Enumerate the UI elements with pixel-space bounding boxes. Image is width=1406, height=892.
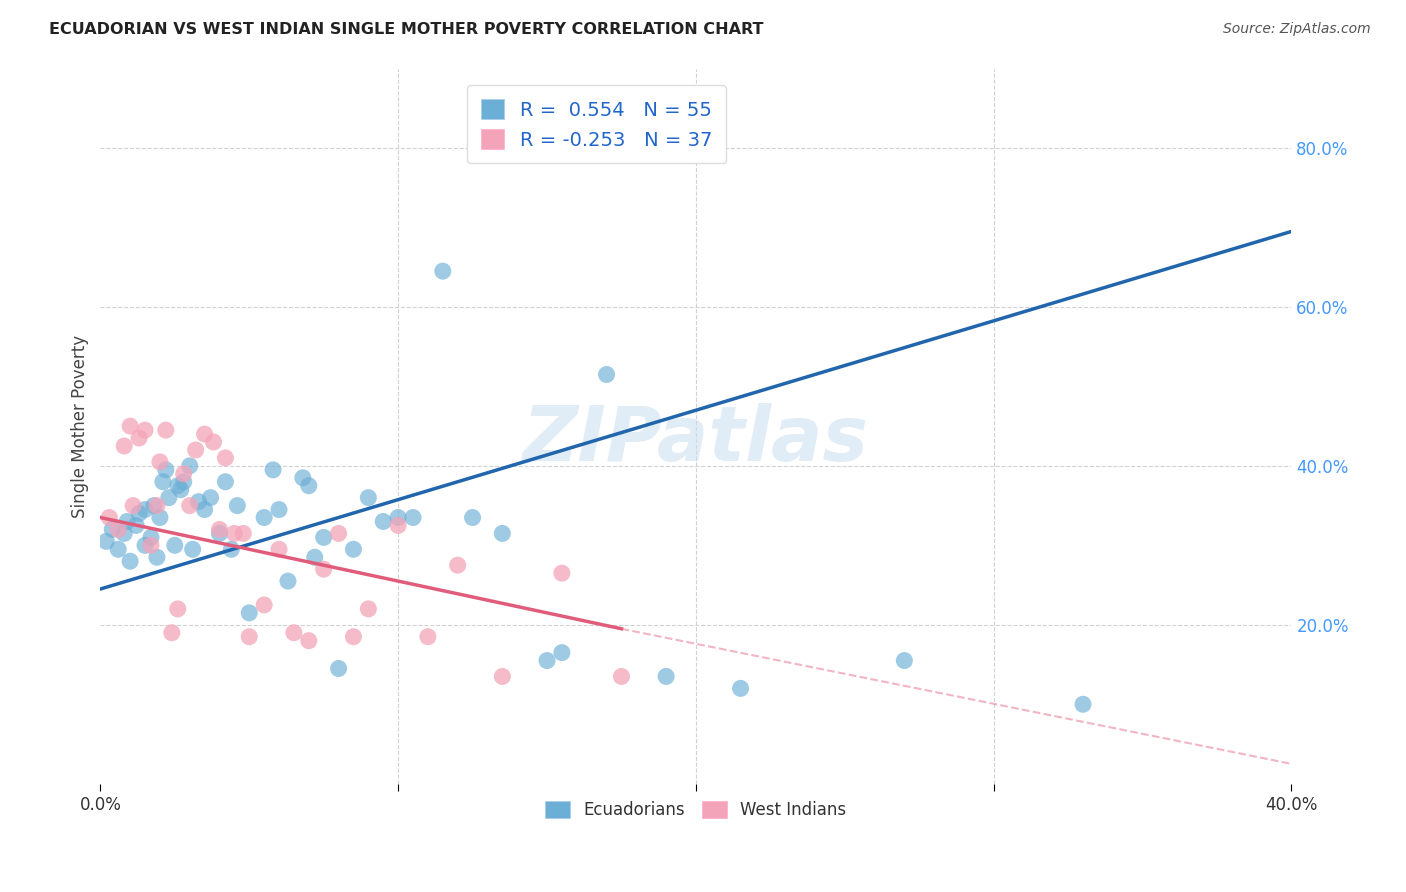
Point xyxy=(267,502,290,516)
Point xyxy=(139,530,162,544)
Point xyxy=(447,558,470,573)
Point xyxy=(122,499,145,513)
Point xyxy=(166,602,188,616)
Point xyxy=(357,491,380,505)
Y-axis label: Single Mother Poverty: Single Mother Poverty xyxy=(72,334,89,517)
Point xyxy=(98,510,121,524)
Point xyxy=(155,423,177,437)
Point xyxy=(226,499,249,513)
Point xyxy=(328,661,350,675)
Point xyxy=(342,542,364,557)
Point xyxy=(184,442,207,457)
Point xyxy=(267,542,290,557)
Point xyxy=(115,515,138,529)
Point xyxy=(139,538,162,552)
Point xyxy=(491,669,513,683)
Point xyxy=(202,435,225,450)
Point xyxy=(134,502,156,516)
Point xyxy=(312,562,335,576)
Point xyxy=(170,483,193,497)
Point xyxy=(208,523,231,537)
Point xyxy=(551,566,574,581)
Point xyxy=(173,467,195,481)
Point xyxy=(232,526,254,541)
Point xyxy=(146,550,169,565)
Point xyxy=(157,491,180,505)
Point xyxy=(152,475,174,489)
Point xyxy=(610,669,633,683)
Point xyxy=(304,550,326,565)
Point xyxy=(125,518,148,533)
Legend: Ecuadorians, West Indians: Ecuadorians, West Indians xyxy=(538,794,853,825)
Point xyxy=(491,526,513,541)
Point xyxy=(120,554,142,568)
Point xyxy=(238,606,260,620)
Point xyxy=(214,450,236,465)
Point xyxy=(224,526,246,541)
Point xyxy=(149,455,172,469)
Point xyxy=(342,630,364,644)
Point xyxy=(253,598,276,612)
Point xyxy=(461,510,484,524)
Point xyxy=(1071,698,1094,712)
Point xyxy=(160,625,183,640)
Point xyxy=(655,669,678,683)
Point xyxy=(200,491,222,505)
Point xyxy=(194,502,217,516)
Point xyxy=(893,654,915,668)
Point xyxy=(96,534,118,549)
Point xyxy=(155,463,177,477)
Point xyxy=(107,542,129,557)
Point xyxy=(221,542,243,557)
Point xyxy=(357,602,380,616)
Point xyxy=(432,264,454,278)
Point xyxy=(128,431,150,445)
Point xyxy=(312,530,335,544)
Point xyxy=(328,526,350,541)
Point xyxy=(262,463,284,477)
Point xyxy=(387,510,409,524)
Point xyxy=(134,538,156,552)
Point xyxy=(298,633,321,648)
Point xyxy=(416,630,439,644)
Point xyxy=(134,423,156,437)
Point xyxy=(173,475,195,489)
Point xyxy=(179,499,201,513)
Point xyxy=(187,494,209,508)
Point xyxy=(730,681,752,696)
Point xyxy=(163,538,186,552)
Point xyxy=(128,507,150,521)
Point xyxy=(595,368,617,382)
Point xyxy=(551,646,574,660)
Point xyxy=(101,523,124,537)
Point xyxy=(208,526,231,541)
Point xyxy=(181,542,204,557)
Point xyxy=(149,510,172,524)
Point xyxy=(146,499,169,513)
Point xyxy=(142,499,165,513)
Point xyxy=(536,654,558,668)
Point xyxy=(298,479,321,493)
Point xyxy=(194,427,217,442)
Text: Source: ZipAtlas.com: Source: ZipAtlas.com xyxy=(1223,22,1371,37)
Point xyxy=(112,526,135,541)
Point xyxy=(112,439,135,453)
Point xyxy=(238,630,260,644)
Point xyxy=(402,510,425,524)
Point xyxy=(373,515,395,529)
Point xyxy=(166,479,188,493)
Text: ZIPatlas: ZIPatlas xyxy=(523,403,869,477)
Point xyxy=(283,625,305,640)
Point xyxy=(179,458,201,473)
Point xyxy=(277,574,299,588)
Point xyxy=(291,471,314,485)
Text: ECUADORIAN VS WEST INDIAN SINGLE MOTHER POVERTY CORRELATION CHART: ECUADORIAN VS WEST INDIAN SINGLE MOTHER … xyxy=(49,22,763,37)
Point xyxy=(214,475,236,489)
Point xyxy=(253,510,276,524)
Point xyxy=(120,419,142,434)
Point xyxy=(107,523,129,537)
Point xyxy=(387,518,409,533)
